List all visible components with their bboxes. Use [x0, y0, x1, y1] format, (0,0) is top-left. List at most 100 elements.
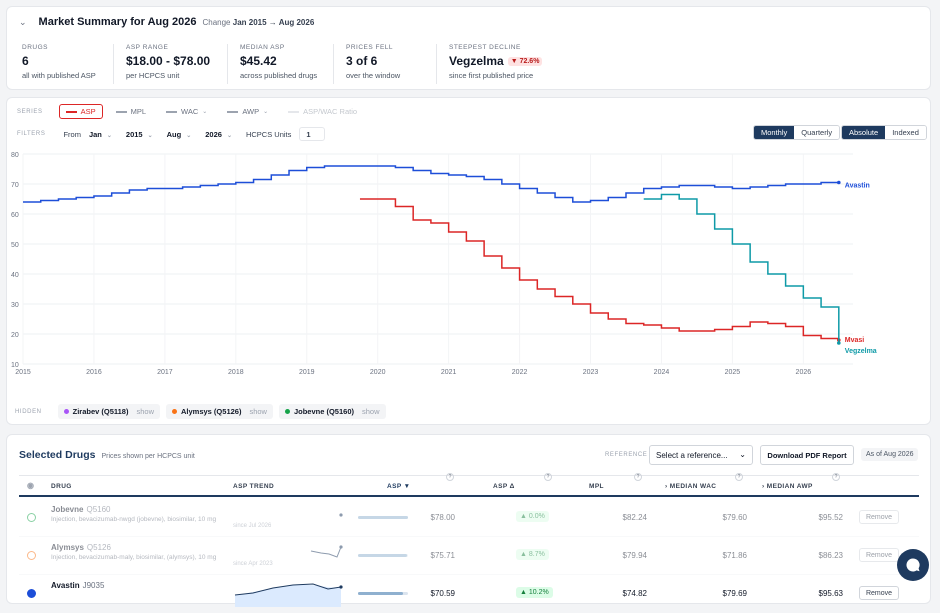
row-radio[interactable]: [27, 513, 36, 522]
series-end-point-avastin: [837, 180, 841, 185]
col-asp[interactable]: ASP ▼: [387, 483, 411, 490]
indexed-button[interactable]: Indexed: [885, 126, 926, 139]
drug-description: Injection, bevacizumab-nwgd (jobevne), b…: [51, 516, 217, 523]
y-tick-label: 50: [11, 242, 19, 249]
stat-median-asp: MEDIAN ASP $45.42 across published drugs: [227, 44, 333, 84]
steepest-decline-drug: Vegzelma: [449, 54, 504, 68]
col-median-wac[interactable]: › MEDIAN WAC: [665, 483, 717, 490]
eye-icon[interactable]: ◉: [27, 481, 35, 490]
col-asp-trend: ASP TREND: [233, 483, 275, 490]
series-chip-asp[interactable]: ASP: [58, 104, 103, 119]
x-tick-label: 2017: [157, 369, 173, 376]
summary-header[interactable]: ⌄ Market Summary for Aug 2026 Change Jan…: [19, 16, 314, 28]
summary-change-range: Change Jan 2015 → Aug 2026: [202, 18, 315, 27]
from-month-select[interactable]: Jan ⌄: [88, 129, 112, 139]
asp-trend-sparkline: [310, 545, 343, 558]
asp-line-chart[interactable]: 10 20 30 40 50 60 70 80 2015 2016 2017 2018 2019 2020…: [7, 146, 930, 378]
mpl-value: $82.24: [622, 513, 647, 522]
selected-drugs-card: Selected Drugs Prices shown per HCPCS un…: [6, 434, 931, 613]
asp-delta-badge: ▲ 8.7%: [516, 549, 549, 560]
from-year-select[interactable]: 2015 ⌄: [125, 129, 153, 139]
monthly-button[interactable]: Monthly: [754, 126, 795, 139]
series-line-vegzelma: [643, 193, 840, 343]
chevron-down-icon[interactable]: ⌄: [19, 17, 27, 27]
jobevne-dot: [284, 409, 290, 414]
asp-trend-sparkline: [339, 513, 343, 517]
remove-button[interactable]: Remove: [859, 586, 899, 600]
y-tick-label: 30: [11, 302, 19, 309]
from-label: From: [63, 129, 81, 139]
series-line-avastin: [23, 165, 839, 203]
since-label: since Jul 2026: [233, 523, 272, 529]
reference-label: REFERENCE: [605, 452, 648, 458]
asp-delta-badge: ▲ 0.0%: [516, 511, 549, 522]
series-chip-ratio[interactable]: ASP/WAC Ratio: [281, 104, 364, 119]
download-pdf-button[interactable]: Download PDF Report: [760, 445, 854, 465]
to-month-select[interactable]: Aug ⌄: [166, 129, 192, 139]
remove-button[interactable]: Remove: [859, 548, 899, 562]
series-end-label-avastin: Avastin: [845, 183, 870, 190]
series-end-point-vegzelma: [837, 341, 841, 345]
table-row[interactable]: Alymsys Q5126 Injection, bevacizumab-maly…: [19, 537, 919, 575]
col-asp-delta[interactable]: ASP Δ: [493, 483, 515, 490]
col-median-awp[interactable]: › MEDIAN AWP: [762, 483, 813, 490]
to-year-select[interactable]: 2026 ⌄: [205, 129, 232, 139]
as-of-badge: As of Aug 2026: [861, 448, 919, 461]
y-tick-label: 60: [11, 212, 19, 219]
x-tick-label: 2019: [299, 369, 315, 376]
table-header: ◉ DRUG ASP TREND ASP ▼ ? ASP Δ ? MPL ? ›…: [19, 473, 919, 497]
wac-value: $71.86: [722, 551, 747, 560]
asp-value: $75.71: [430, 551, 455, 560]
table-row[interactable]: Avastin J9035 $70.59 ▲ 10.2% $74.82 $79.6…: [19, 575, 919, 613]
x-tick-label: 2018: [228, 369, 244, 376]
drug-name: Avastin: [51, 581, 80, 590]
col-drug[interactable]: DRUG: [51, 483, 72, 490]
mode-toggle: Absolute Indexed: [841, 125, 927, 140]
series-chip-mpl[interactable]: MPL: [109, 104, 153, 119]
help-icon[interactable]: ?: [634, 473, 642, 481]
decline-badge: ▼ 72.6%: [507, 57, 543, 67]
series-selector: SERIES ASP MPL WAC ⌄ AWP ⌄ ASP/WAC Ratio: [17, 104, 364, 119]
trend-line: [234, 583, 342, 596]
chevron-down-icon: ⌄: [739, 450, 746, 459]
help-icon[interactable]: ?: [832, 473, 840, 481]
col-mpl[interactable]: MPL: [589, 483, 604, 490]
help-icon[interactable]: ?: [544, 473, 552, 481]
selected-drugs-title: Selected Drugs: [19, 449, 96, 461]
row-radio[interactable]: [27, 551, 36, 560]
hidden-label: HIDDEN: [15, 408, 42, 415]
help-icon[interactable]: ?: [446, 473, 454, 481]
x-tick-label: 2022: [512, 369, 528, 376]
absolute-button[interactable]: Absolute: [842, 126, 886, 139]
series-chip-awp[interactable]: AWP ⌄: [220, 104, 275, 119]
hidden-chip-alymsys: Alymsys (Q5126) show: [166, 404, 273, 419]
chat-button[interactable]: [897, 549, 929, 581]
stat-steepest-decline: STEEPEST DECLINE Vegzelma ▼ 72.6% since f…: [436, 44, 596, 84]
y-tick-label: 80: [11, 152, 19, 159]
reference-select[interactable]: Select a reference... ⌄: [649, 445, 753, 465]
show-zirabev-link[interactable]: show: [136, 407, 154, 416]
table-row[interactable]: Jobevne Q5160 Injection, bevacizumab-nwgd…: [19, 499, 919, 537]
ratio-swatch: [288, 110, 300, 113]
mpl-value: $79.94: [622, 551, 647, 560]
show-alymsys-link[interactable]: show: [249, 407, 267, 416]
show-jobevne-link[interactable]: show: [362, 407, 380, 416]
x-tick-label: 2024: [654, 369, 670, 376]
summary-title: Market Summary for Aug 2026: [38, 16, 197, 28]
alymsys-dot: [172, 409, 177, 414]
x-tick-label: 2023: [583, 369, 599, 376]
hidden-chip-jobevne: Jobevne (Q5160) show: [278, 404, 386, 419]
series-end-label-vegzelma: Vegzelma: [845, 348, 877, 355]
filters-row: FILTERS From Jan ⌄ 2015 ⌄ Aug ⌄ 2026 ⌄ HCPCS…: [17, 127, 326, 141]
hidden-series-row: HIDDEN Zirabev (Q5118) show Alymsys (Q512…: [15, 404, 386, 419]
series-chip-wac[interactable]: WAC ⌄: [159, 104, 214, 119]
help-icon[interactable]: ?: [735, 473, 743, 481]
hidden-chip-zirabev: Zirabev (Q5118) show: [57, 404, 160, 419]
selected-drugs-subtitle: Prices shown per HCPCS unit: [101, 453, 195, 460]
quarterly-button[interactable]: Quarterly: [794, 126, 840, 139]
units-input[interactable]: 1: [299, 127, 326, 141]
remove-button[interactable]: Remove: [859, 510, 899, 524]
trend-end-dot: [339, 545, 343, 549]
market-summary-card: ⌄ Market Summary for Aug 2026 Change Jan…: [6, 6, 931, 90]
chevron-down-icon: ⌄: [202, 109, 208, 115]
